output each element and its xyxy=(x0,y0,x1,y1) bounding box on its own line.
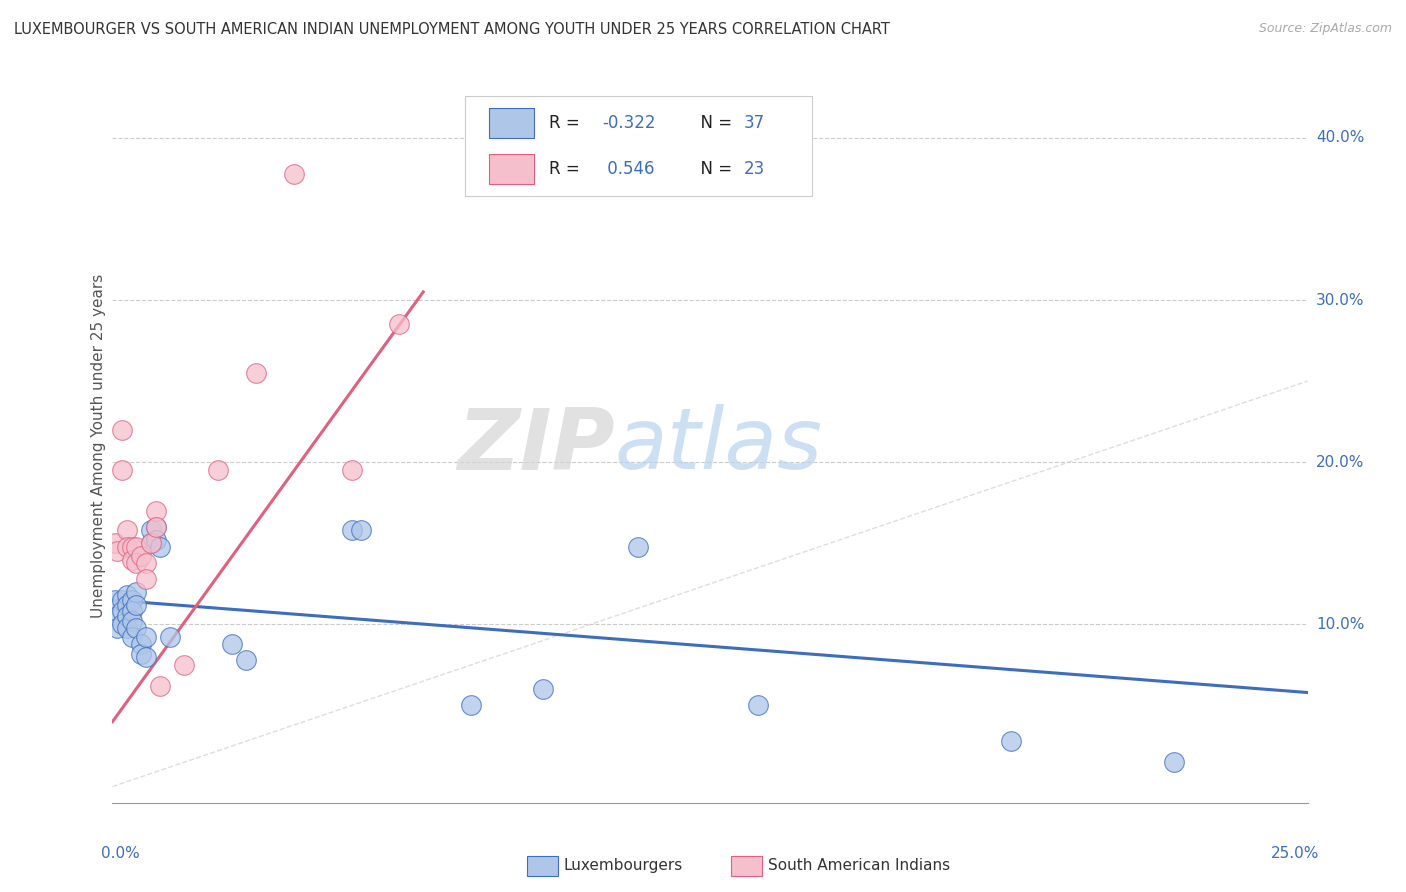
Point xyxy=(115,588,138,602)
Text: 0.546: 0.546 xyxy=(602,161,655,178)
Text: LUXEMBOURGER VS SOUTH AMERICAN INDIAN UNEMPLOYMENT AMONG YOUTH UNDER 25 YEARS CO: LUXEMBOURGER VS SOUTH AMERICAN INDIAN UN… xyxy=(14,22,890,37)
Point xyxy=(627,540,650,554)
Point xyxy=(149,540,172,554)
Point xyxy=(139,536,162,550)
Point xyxy=(111,593,134,607)
Point xyxy=(115,540,138,554)
Text: 23: 23 xyxy=(744,161,765,178)
Point xyxy=(105,609,128,624)
Point xyxy=(340,524,363,538)
Text: 20.0%: 20.0% xyxy=(1316,455,1364,470)
Point xyxy=(111,423,134,437)
Point xyxy=(149,679,172,693)
Text: -0.322: -0.322 xyxy=(602,114,657,132)
FancyBboxPatch shape xyxy=(489,154,534,185)
Point xyxy=(350,524,373,538)
Text: N =: N = xyxy=(690,114,737,132)
Point xyxy=(121,614,143,628)
Point xyxy=(388,318,411,332)
Point xyxy=(145,520,167,534)
Point xyxy=(135,556,157,570)
Point xyxy=(104,593,127,607)
Point xyxy=(460,698,482,713)
Point xyxy=(283,167,305,181)
Point xyxy=(111,604,134,618)
Point xyxy=(115,609,138,624)
Point xyxy=(1000,734,1022,748)
Point xyxy=(139,536,162,550)
Point xyxy=(135,572,157,586)
Point xyxy=(129,637,152,651)
Point xyxy=(531,682,554,697)
Point xyxy=(111,463,134,477)
Point xyxy=(135,649,157,664)
Point xyxy=(121,540,143,554)
Text: N =: N = xyxy=(690,161,737,178)
Point xyxy=(173,657,195,672)
Point xyxy=(145,533,167,547)
Text: South American Indians: South American Indians xyxy=(768,858,950,872)
Text: 25.0%: 25.0% xyxy=(1271,846,1319,861)
Point xyxy=(125,585,148,599)
Point xyxy=(125,540,148,554)
Text: 10.0%: 10.0% xyxy=(1316,617,1364,632)
Point xyxy=(145,520,167,534)
Point xyxy=(207,463,229,477)
Point xyxy=(145,504,167,518)
Point xyxy=(747,698,769,713)
Text: 30.0%: 30.0% xyxy=(1316,293,1364,308)
Text: Source: ZipAtlas.com: Source: ZipAtlas.com xyxy=(1258,22,1392,36)
Point xyxy=(121,552,143,566)
Point xyxy=(139,524,162,538)
Point xyxy=(1163,756,1185,770)
Point xyxy=(115,621,138,635)
Point xyxy=(221,637,243,651)
Point xyxy=(115,524,138,538)
Text: atlas: atlas xyxy=(614,404,823,488)
Point xyxy=(235,653,257,667)
Point xyxy=(340,463,363,477)
Point xyxy=(105,544,128,558)
Point xyxy=(111,617,134,632)
Text: 0.0%: 0.0% xyxy=(101,846,139,861)
Point xyxy=(115,598,138,612)
Point xyxy=(245,366,267,380)
Point xyxy=(125,621,148,635)
Text: Luxembourgers: Luxembourgers xyxy=(564,858,683,872)
Text: R =: R = xyxy=(548,161,585,178)
Point xyxy=(121,631,143,645)
Point xyxy=(121,604,143,618)
Text: ZIP: ZIP xyxy=(457,404,614,488)
Y-axis label: Unemployment Among Youth under 25 years: Unemployment Among Youth under 25 years xyxy=(91,274,105,618)
Point xyxy=(129,647,152,661)
Point xyxy=(159,631,181,645)
Point xyxy=(105,621,128,635)
Text: 40.0%: 40.0% xyxy=(1316,130,1364,145)
FancyBboxPatch shape xyxy=(465,96,811,196)
Point xyxy=(125,598,148,612)
FancyBboxPatch shape xyxy=(489,108,534,138)
Text: R =: R = xyxy=(548,114,585,132)
Point xyxy=(125,556,148,570)
Point xyxy=(135,631,157,645)
Point xyxy=(104,536,127,550)
Text: 37: 37 xyxy=(744,114,765,132)
Point xyxy=(121,593,143,607)
Point xyxy=(129,549,152,564)
